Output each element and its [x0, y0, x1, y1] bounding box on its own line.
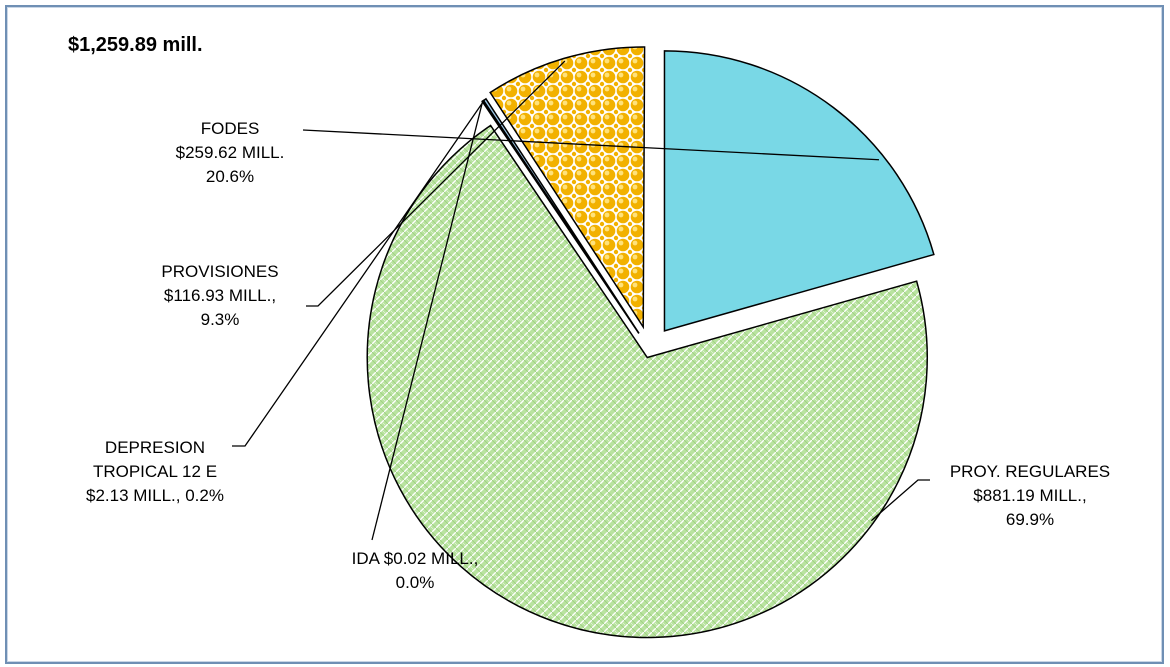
leader-fodes [302, 129, 880, 161]
leader-ida [371, 100, 484, 541]
pie-slice-proy-regulares [366, 124, 928, 639]
pie-slice-fodes [663, 50, 935, 332]
data-label-depresion: DEPRESION TROPICAL 12 E $2.13 MILL., 0.2… [86, 438, 224, 505]
data-label-proy-regulares: PROY. REGULARES $881.19 MILL., 69.9% [949, 462, 1111, 529]
pie-slice-provisiones [489, 46, 646, 330]
leader-provisiones [306, 60, 566, 307]
data-label-fodes: FODES $259.62 MILL. 20.6% [175, 119, 285, 186]
data-label-provisiones: PROVISIONES $116.93 MILL., 9.3% [161, 262, 279, 329]
leader-proy-regulares [870, 479, 930, 522]
leader-depresion [232, 99, 486, 447]
leader-lines [232, 60, 930, 541]
chart-title: $1,259.89 mill. [68, 34, 203, 56]
data-label-ida: IDA $0.02 MILL., 0.0% [351, 549, 479, 592]
